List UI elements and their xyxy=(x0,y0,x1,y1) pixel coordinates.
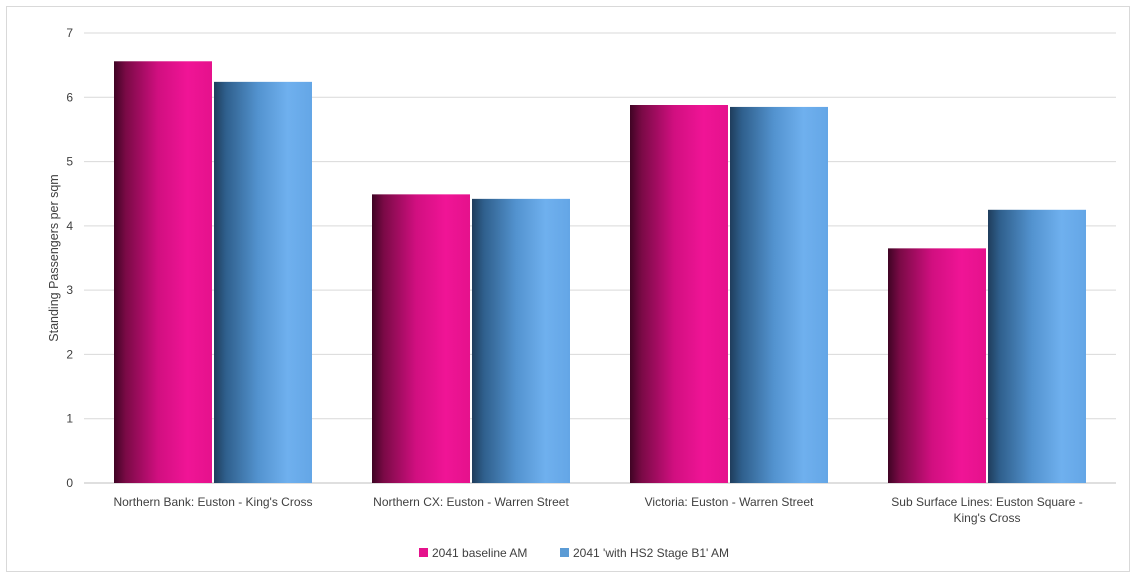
y-axis-ticks: 0 1 2 3 4 5 6 7 xyxy=(66,26,73,490)
y-tick-label: 2 xyxy=(66,347,73,361)
legend: 2041 baseline AM 2041 'with HS2 Stage B1'… xyxy=(419,546,729,560)
legend-label: 2041 baseline AM xyxy=(432,546,527,560)
legend-label: 2041 'with HS2 Stage B1' AM xyxy=(573,546,729,560)
x-axis-labels: Northern Bank: Euston - King's Cross Nort… xyxy=(113,495,1082,525)
x-category-label: Victoria: Euston - Warren Street xyxy=(645,495,814,509)
x-category-label: Northern CX: Euston - Warren Street xyxy=(373,495,569,509)
bar-hs2-2 xyxy=(730,106,828,483)
bar-hs2-0 xyxy=(214,81,312,483)
y-tick-label: 5 xyxy=(66,155,73,169)
y-tick-label: 6 xyxy=(66,90,73,104)
y-tick-label: 0 xyxy=(66,476,73,490)
y-tick-label: 7 xyxy=(66,26,73,40)
legend-swatch xyxy=(419,548,428,557)
bar-baseline-3 xyxy=(888,248,986,483)
y-tick-label: 4 xyxy=(66,219,73,233)
bar-hs2-1 xyxy=(472,198,570,483)
y-axis-title: Standing Passengers per sqm xyxy=(47,174,61,341)
legend-swatch xyxy=(560,548,569,557)
bar-baseline-0 xyxy=(114,61,212,484)
y-tick-label: 1 xyxy=(66,412,73,426)
bars xyxy=(114,61,1086,484)
bar-baseline-2 xyxy=(630,105,728,483)
x-category-label: Northern Bank: Euston - King's Cross xyxy=(113,495,312,509)
bar-hs2-3 xyxy=(988,209,1086,484)
x-category-label: Sub Surface Lines: Euston Square -King's… xyxy=(891,495,1082,525)
bar-baseline-1 xyxy=(372,194,470,483)
y-tick-label: 3 xyxy=(66,283,73,297)
